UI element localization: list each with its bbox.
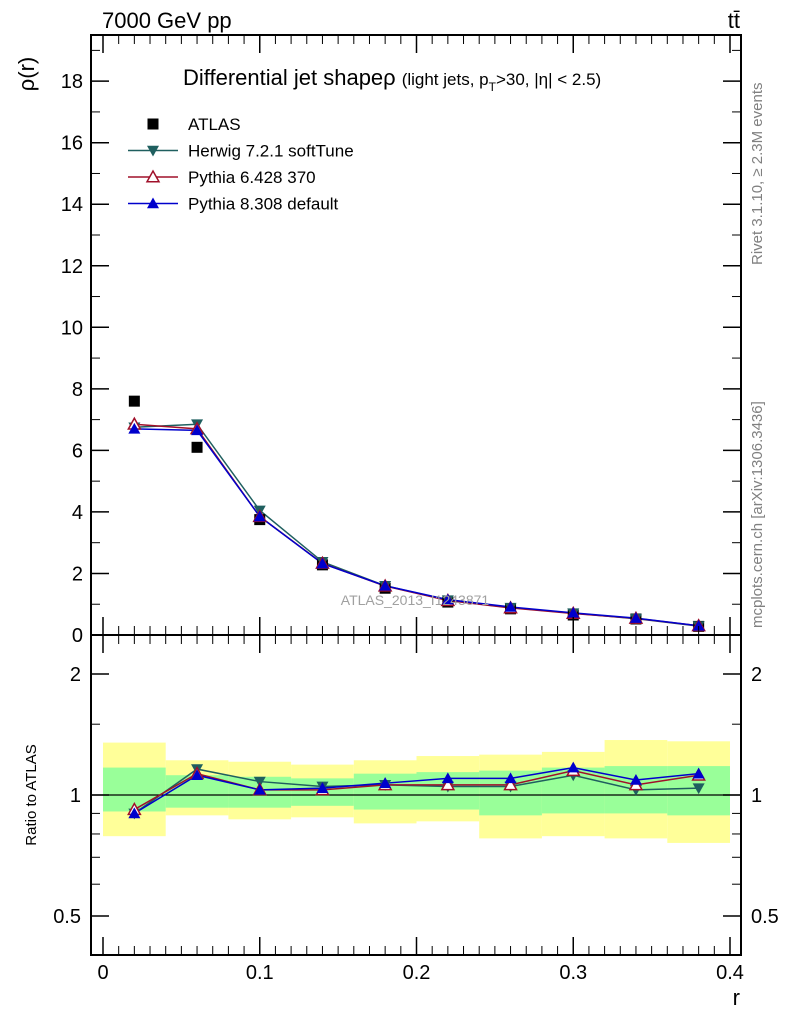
data-point-s3-5 — [441, 593, 454, 605]
mcplots-label: mcplots.cern.ch [arXiv:1306.3436] — [749, 401, 766, 628]
process-label: tt̄ — [728, 8, 740, 33]
x-tick-label: 0.1 — [246, 962, 274, 984]
y-tick-label: 18 — [61, 71, 83, 93]
ratio-y-axis-label: Ratio to ATLAS — [23, 744, 40, 845]
legend-marker-3 — [147, 197, 159, 209]
y-tick-label: 12 — [61, 256, 83, 278]
ratio-point-s1-5 — [440, 777, 456, 791]
ratio-point-s2-7 — [567, 761, 580, 773]
legend-marker-1 — [147, 145, 159, 157]
rivet-label: Rivet 3.1.10, ≥ 2.3M events — [749, 83, 766, 266]
ratio-plot-panel: 0.5 0.5 1 1 2 2 0 0.1 0.2 0.3 0.4 Ratio to ATLAS r — [23, 634, 779, 1010]
y-tick-label: 2 — [72, 563, 83, 585]
data-point-s0-1 — [191, 441, 203, 453]
legend-entry-0: ATLAS — [188, 115, 241, 134]
legend-entry-1: Herwig 7.2.1 softTune — [188, 142, 354, 161]
ratio-y-tick-label: 0.5 — [53, 906, 81, 928]
ratio-point-s2-2 — [253, 783, 266, 795]
data-point-s3-6 — [504, 601, 517, 612]
y-tick-label: 16 — [61, 133, 83, 155]
x-tick-label: 0 — [97, 962, 108, 984]
title-cut-sub: T — [489, 80, 497, 94]
ratio-point-s0-9 — [692, 783, 705, 795]
data-point-s3-2 — [253, 510, 266, 522]
data-point-s3-9 — [692, 619, 705, 631]
ratio-point-s2-8 — [629, 773, 642, 785]
x-tick-label: 0.2 — [403, 962, 431, 984]
main-plot-panel: 0 2 4 6 8 10 12 14 16 18 ATLAS_2013_I1243871 ρ(r)… — [14, 34, 742, 647]
title-main: Differential jet shape — [183, 65, 383, 90]
ratio-y-tick-label-right: 1 — [751, 785, 762, 807]
ratio-point-s2-6 — [504, 772, 517, 784]
y-tick-label: 10 — [61, 317, 83, 339]
ratio-y-tick-label-right: 0.5 — [751, 906, 779, 928]
ratio-point-s2-5 — [441, 772, 454, 784]
ratio-line-1 — [133, 769, 699, 811]
ratio-point-s0-2 — [253, 776, 266, 788]
x-tick-label: 0.4 — [716, 962, 744, 984]
y-tick-label: 0 — [72, 625, 83, 647]
data-point-s3-8 — [629, 612, 642, 623]
data-point-s3-3 — [316, 557, 329, 569]
x-tick-label: 0.3 — [559, 962, 587, 984]
data-point-s3-7 — [567, 606, 580, 618]
title-rho: ρ — [383, 65, 396, 90]
ratio-point-s2-0 — [128, 807, 141, 819]
data-point-s0-0 — [128, 395, 140, 407]
y-tick-label: 8 — [72, 379, 83, 401]
legend-marker-2 — [145, 169, 161, 183]
ratio-line-0 — [133, 768, 699, 815]
ratio-point-s1-6 — [503, 777, 518, 791]
legend: ATLAS Herwig 7.2.1 softTune Pythia 6.428 3… — [128, 115, 354, 214]
y-tick-label: 6 — [72, 440, 83, 462]
ratio-y-tick-label: 1 — [70, 785, 81, 807]
ratio-y-tick-label: 2 — [70, 664, 81, 686]
series-line-3 — [134, 428, 699, 627]
y-tick-label: 4 — [72, 502, 83, 524]
energy-label: 7000 GeV pp — [102, 8, 232, 33]
analysis-watermark: ATLAS_2013_I1243871 — [341, 592, 490, 608]
title-cut-rest: >30, |η| < 2.5) — [496, 70, 601, 89]
main-plot-title: Differential jet shapeρ (light jets, pT>3… — [183, 65, 601, 94]
y-tick-label: 14 — [61, 194, 83, 216]
ratio-y-tick-label-right: 2 — [751, 664, 762, 686]
ratio-point-s2-1 — [191, 769, 204, 781]
title-cut-text: (light jets, p — [402, 70, 489, 89]
legend-marker-0 — [147, 118, 159, 130]
data-point-s3-0 — [128, 422, 141, 434]
y-axis-label: ρ(r) — [14, 57, 39, 92]
ratio-point-s2-4 — [379, 777, 392, 788]
data-point-s3-1 — [191, 424, 204, 436]
legend-entry-2: Pythia 6.428 370 — [188, 168, 316, 187]
data-point-s3-4 — [379, 579, 392, 591]
ratio-point-s2-3 — [316, 782, 329, 793]
ratio-point-s2-9 — [692, 767, 705, 779]
legend-entry-3: Pythia 8.308 default — [188, 195, 339, 214]
x-axis-label: r — [733, 985, 740, 1010]
ratio-line-2 — [133, 766, 699, 815]
